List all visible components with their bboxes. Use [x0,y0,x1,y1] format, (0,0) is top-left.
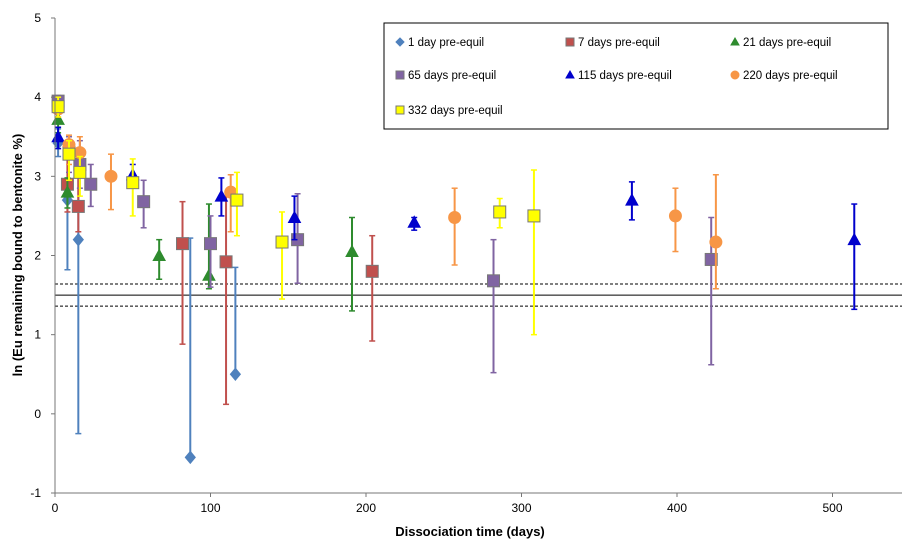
data-point [287,210,302,223]
legend-label: 65 days pre-equil [408,70,496,82]
legend-marker [565,37,575,47]
data-point [84,177,98,191]
data-point [709,235,723,249]
y-tick-label: 3 [34,169,41,183]
legend-marker [395,37,405,47]
y-tick-label: 5 [34,11,41,25]
data-point [137,195,151,209]
series-0 [52,128,242,465]
x-tick-labels: 0 100 200 300 400 500 [52,493,843,515]
legend-label: 220 days pre-equil [743,70,838,82]
series-1 [60,151,379,406]
x-tick-label: 500 [822,501,842,515]
data-point [104,169,118,183]
data-point [51,100,65,114]
x-tick-label: 400 [667,501,687,515]
y-tick-label: 1 [34,328,41,342]
reference-lines [55,283,902,307]
legend-marker [730,70,740,80]
data-point [527,209,541,223]
series-2 [51,104,359,312]
data-point [72,232,84,247]
data-point [202,268,216,281]
legend-marker [395,70,405,80]
legend-label: 115 days pre-equil [578,70,672,82]
y-tick-labels: -1 0 1 2 3 4 5 [30,11,55,500]
data-point [71,199,85,213]
y-tick-label: 4 [34,90,41,104]
data-point [487,274,501,288]
legend-marker [565,69,575,79]
legend-label: 21 days pre-equil [743,37,831,49]
data-point [448,211,462,224]
legend-marker [395,105,405,115]
data-point [365,264,379,278]
data-point [73,165,87,179]
data-point [219,255,233,269]
x-tick-label: 300 [511,501,531,515]
series-6 [51,96,541,336]
data-point [126,176,140,190]
data-point [184,450,196,465]
legend-label: 1 day pre-equil [408,37,484,49]
data-point [704,252,718,266]
y-tick-label: 2 [34,249,41,263]
x-tick-label: 0 [52,501,59,515]
data-point [275,235,289,249]
y-tick-label: -1 [30,486,41,500]
data-point [407,215,422,228]
legend-box [383,22,889,130]
data-point [214,189,229,202]
legend: 1 day pre-equil 7 days pre-equil 21 days p… [383,22,889,130]
data-point [493,205,507,219]
data-point [62,147,76,161]
data-point [668,209,682,223]
series-3 [51,94,718,374]
data-point [176,237,190,251]
legend-label: 332 days pre-equil [408,105,503,117]
data-point [847,232,862,246]
legend-marker [730,36,740,46]
y-tick-label: 0 [34,407,41,421]
data-point [230,193,244,207]
data-point [60,185,75,198]
data-point [229,367,242,382]
plot-area [51,94,862,465]
series-4 [51,126,862,311]
legend-label: 7 days pre-equil [578,37,660,49]
x-tick-label: 200 [356,501,376,515]
x-tick-label: 100 [200,501,220,515]
data-point [345,244,359,258]
x-axis-title: Dissociation time (days) [395,524,545,539]
y-axis-title: ln (Eu remaining bound to bentonite %) [10,134,25,377]
data-point [625,193,639,206]
data-point [152,248,167,261]
data-point [204,237,217,251]
data-point [51,129,65,143]
